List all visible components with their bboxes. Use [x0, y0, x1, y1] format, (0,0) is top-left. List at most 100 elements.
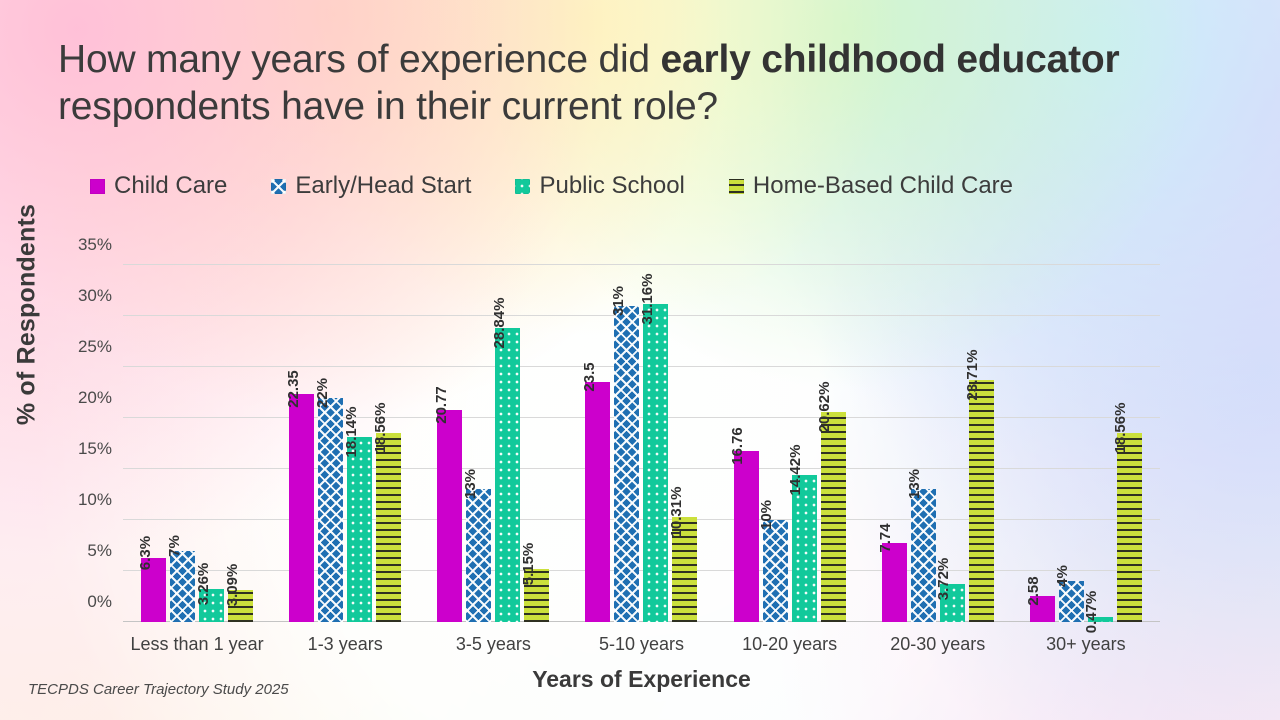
- legend-item-child-care[interactable]: Child Care: [90, 172, 227, 200]
- bar-group: 23.5 31% 31.16% 10.31% 5-10 years: [567, 265, 715, 654]
- bar-slot: 0.47%: [1083, 265, 1113, 633]
- bar[interactable]: 3.72%: [935, 558, 965, 622]
- gridline: [123, 366, 1160, 367]
- bar-slot: 6.3%: [137, 265, 167, 622]
- bar[interactable]: 10%: [758, 500, 788, 622]
- bar[interactable]: 28.84%: [491, 297, 521, 622]
- legend-item-early-head-start[interactable]: Early/Head Start: [271, 172, 471, 200]
- bar-slot: 14.42%: [787, 265, 817, 622]
- y-axis-tick-label: 15%: [77, 439, 112, 458]
- bar[interactable]: 14.42%: [787, 444, 817, 622]
- bar-value-label: 31.16%: [638, 273, 656, 325]
- bar-value-label: 0.47%: [1083, 590, 1101, 634]
- bar-value-label: 10.31%: [667, 486, 685, 538]
- bar[interactable]: 13%: [462, 469, 492, 622]
- bar-value-label: 7%: [165, 534, 183, 557]
- bar[interactable]: 20.77: [433, 386, 463, 622]
- bar[interactable]: 22.35: [285, 370, 315, 622]
- bar[interactable]: 31.16%: [639, 274, 669, 622]
- gridline: [123, 468, 1160, 469]
- x-axis-category-label: 1-3 years: [307, 634, 383, 654]
- bar-slot: 20.62%: [816, 265, 846, 622]
- bar[interactable]: 3.09%: [224, 564, 254, 622]
- bar-slot: 23.71%: [964, 265, 994, 622]
- chart-legend: Child Care Early/Head Start Public School H…: [90, 172, 1057, 200]
- bar[interactable]: 7%: [166, 535, 196, 622]
- title-prefix: How many years of experience did: [58, 38, 661, 81]
- bar-group: 16.76 10% 14.42% 20.62% 10-20 years: [716, 265, 864, 654]
- bar-slot: 10.31%: [668, 265, 698, 622]
- footer-note: TECPDS Career Trajectory Study 2025: [28, 681, 289, 698]
- bar-value-label: 16.76: [729, 427, 747, 465]
- bar-slot: 31.16%: [639, 265, 669, 622]
- bar[interactable]: 18.56%: [1112, 402, 1142, 622]
- bar-slot: 13%: [462, 265, 492, 622]
- bar[interactable]: 16.76: [729, 427, 759, 622]
- legend-swatch-icon: [271, 178, 287, 194]
- bar-slot: 10%: [758, 265, 788, 622]
- x-axis-category-label: 10-20 years: [742, 634, 838, 654]
- bar[interactable]: 6.3%: [137, 536, 167, 622]
- bar-value-label: 4%: [1054, 565, 1072, 588]
- x-axis-category-label: 5-10 years: [598, 634, 685, 654]
- bar-value-label: 22.35: [284, 370, 302, 408]
- bar[interactable]: 31%: [610, 286, 640, 622]
- bar[interactable]: 13%: [906, 469, 936, 622]
- bar-slot: 3.09%: [224, 265, 254, 622]
- bar-value-label: 18.14%: [342, 406, 360, 458]
- bar[interactable]: 18.56%: [372, 402, 402, 622]
- bar-slot: 7%: [166, 265, 196, 622]
- legend-item-public-school[interactable]: Public School: [515, 172, 685, 200]
- bar-slot: 3.72%: [935, 265, 965, 622]
- bar-value-label: 18.56%: [1112, 402, 1130, 454]
- gridline: [123, 264, 1160, 265]
- bar-value-label: 22%: [313, 377, 331, 408]
- legend-item-label: Home-Based Child Care: [752, 172, 1013, 199]
- legend-item-label: Early/Head Start: [295, 172, 472, 199]
- bar[interactable]: 22%: [314, 378, 344, 622]
- bar[interactable]: 20.62%: [816, 381, 846, 622]
- bar-slot: 3.26%: [195, 265, 225, 622]
- bar-group: 22.35 22% 18.14% 18.56% 1-3 years: [271, 265, 419, 654]
- x-axis-line: [123, 621, 1160, 622]
- bar[interactable]: 18.14%: [343, 407, 373, 622]
- gridline: [123, 570, 1160, 571]
- legend-item-label: Child Care: [114, 172, 228, 199]
- bar-groups: 6.3% 7% 3.26% 3.09% Less than 1 year 22.35 22%…: [123, 265, 1160, 654]
- legend-swatch-icon: [515, 178, 531, 194]
- plot-area: 0% 5% 10% 15% 20% 25% 30% 35% 6.3% 7% 3.26% 3.09% L…: [78, 235, 1160, 654]
- bar-value-label: 7.74: [877, 523, 895, 553]
- page-title: How many years of experience did early c…: [58, 36, 1173, 130]
- bar-value-label: 18.56%: [371, 402, 389, 454]
- legend-swatch-icon: [728, 178, 744, 194]
- bar-slot: 31%: [610, 265, 640, 622]
- y-axis-tick-label: 20%: [77, 388, 112, 407]
- bar[interactable]: 23.5: [581, 363, 611, 622]
- bar[interactable]: 23.71%: [964, 350, 994, 622]
- bar[interactable]: 4%: [1054, 565, 1084, 622]
- bar[interactable]: 7.74: [877, 523, 907, 622]
- bar-value-label: 13%: [461, 469, 479, 500]
- bar-group: 2.58 4% 0.47% 18.56% 30+ years: [1012, 265, 1160, 654]
- x-axis-category-label: Less than 1 year: [130, 634, 264, 654]
- bar[interactable]: 10.31%: [668, 486, 698, 622]
- gridline: [123, 315, 1160, 316]
- bar-value-label: 31%: [609, 285, 627, 316]
- bar[interactable]: 5.15%: [520, 543, 550, 622]
- bar[interactable]: 3.26%: [195, 562, 225, 622]
- bar-slot: 22.35: [285, 265, 315, 622]
- bar-value-label: 10%: [758, 500, 776, 531]
- y-axis-tick-label: 5%: [87, 541, 112, 560]
- title-suffix: respondents have in their current role?: [58, 85, 718, 128]
- legend-swatch-icon: [90, 178, 105, 194]
- bar[interactable]: 2.58: [1025, 576, 1055, 622]
- x-axis-category-label: 20-30 years: [890, 634, 986, 654]
- bar-slot: 4%: [1054, 265, 1084, 622]
- bar-value-label: 2.58: [1025, 576, 1043, 606]
- bar-group: 20.77 13% 28.84% 5.15% 3-5 years: [419, 265, 567, 654]
- legend-item-home-based-child-care[interactable]: Home-Based Child Care: [728, 172, 1013, 200]
- bar[interactable]: 0.47%: [1083, 591, 1113, 633]
- y-axis-tick-label: 0%: [87, 592, 112, 611]
- bar-slot: 28.84%: [491, 265, 521, 622]
